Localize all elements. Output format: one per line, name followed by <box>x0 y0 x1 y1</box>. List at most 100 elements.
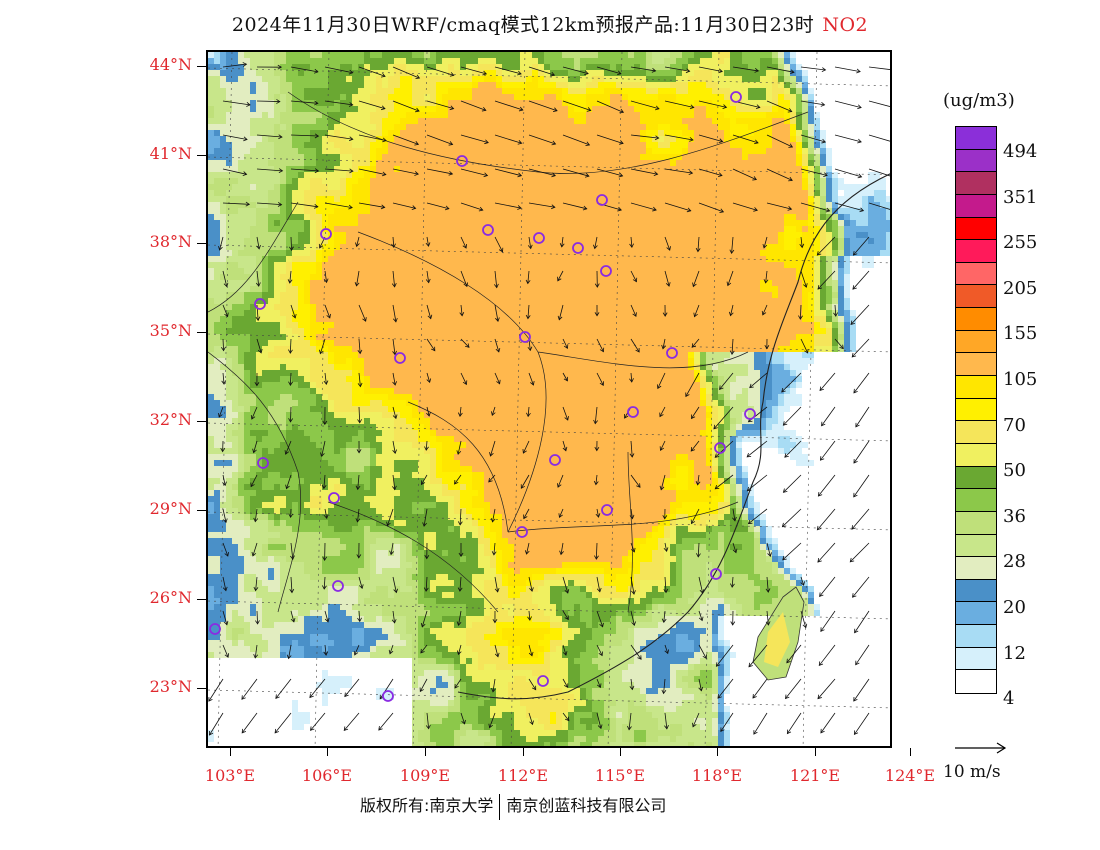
wind-vector <box>494 576 499 592</box>
lon-label: 118°E <box>691 766 743 785</box>
wind-vector <box>342 747 359 748</box>
wind-vector <box>562 576 569 594</box>
wind-vector <box>488 474 496 483</box>
wind-vector <box>690 440 700 452</box>
wind-vector <box>782 542 802 561</box>
wind-vector-head <box>454 479 459 485</box>
wind-vector <box>459 576 462 592</box>
wind-vector <box>715 474 734 490</box>
wind-vector <box>324 644 327 656</box>
wind-vector <box>256 270 260 287</box>
wind-vector-head <box>632 277 638 283</box>
wind-vector-head <box>415 107 420 113</box>
wind-vector-head <box>255 316 261 322</box>
wind-vector <box>817 542 836 563</box>
wind-vector-head <box>319 349 324 355</box>
wind-vector <box>868 202 890 210</box>
wind-vector-head <box>631 590 636 595</box>
wind-vector-head <box>659 485 665 491</box>
wind-vector-head <box>290 617 296 623</box>
wind-vector <box>460 202 483 211</box>
wind-vector <box>697 474 700 485</box>
wind-vector-head <box>278 168 284 174</box>
lat-tick <box>197 688 206 689</box>
wind-vector-head <box>661 689 667 695</box>
wind-vector-head <box>798 315 803 320</box>
wind-vector-head <box>715 662 721 667</box>
wind-vector-head <box>551 172 556 178</box>
wind-vector <box>720 712 734 732</box>
wind-vector <box>819 576 836 597</box>
title-text: 2024年11月30日WRF/cmaq模式12km预报产品:11月30日23时 <box>231 14 815 36</box>
city-marker <box>600 265 612 277</box>
wind-vector-head <box>702 654 707 660</box>
wind-vector-head <box>323 514 329 520</box>
wind-vector <box>286 474 292 489</box>
wind-vector-head <box>425 278 431 284</box>
wind-vector-head <box>527 616 532 621</box>
wind-vector <box>630 678 633 690</box>
wind-vector-head <box>746 452 752 458</box>
wind-vector-head <box>852 593 857 598</box>
wind-vector-head <box>290 555 295 560</box>
wind-vector-head <box>488 723 493 729</box>
wind-vector <box>251 406 258 420</box>
wind-vector-head <box>490 411 496 416</box>
wind-vector-head <box>594 312 600 317</box>
wind-vector-head <box>599 381 604 386</box>
wind-vector-head <box>245 201 251 207</box>
wind-vector <box>392 134 419 145</box>
wind-vector <box>250 474 258 487</box>
wind-vector <box>288 644 292 659</box>
wind-vector <box>800 610 807 628</box>
wind-vector <box>630 576 635 595</box>
wind-vector <box>324 270 327 283</box>
wind-vector-head <box>391 283 397 288</box>
wind-vector-head <box>454 683 459 689</box>
wind-vector-head <box>819 592 824 598</box>
graticule-lon <box>607 52 623 746</box>
wind-vector <box>290 66 318 73</box>
wind-vector <box>528 678 537 690</box>
wind-vector <box>562 406 569 421</box>
wind-vector <box>664 542 668 552</box>
wind-vector-head <box>255 620 260 625</box>
wind-vector <box>222 63 247 68</box>
wind-vector <box>494 66 522 75</box>
wind-vector-head <box>222 586 228 592</box>
wind-vector <box>241 678 258 700</box>
wind-vector <box>557 270 564 281</box>
wind-vector <box>800 134 826 143</box>
wind-vector <box>849 542 870 563</box>
wind-vector-head <box>753 207 758 212</box>
colorbar-cell <box>956 127 996 150</box>
wind-vector-head <box>782 555 787 561</box>
wind-vector-head <box>414 171 419 176</box>
wind-vector-head <box>821 421 826 427</box>
wind-vector-head <box>820 728 825 734</box>
wind-vector-head <box>719 208 725 214</box>
wind-vector-head <box>444 205 450 211</box>
wind-vector-head <box>629 378 634 383</box>
wind-vector <box>290 168 319 172</box>
wind-vector <box>494 304 499 322</box>
wind-vector-head <box>654 135 660 141</box>
wind-vector <box>594 406 598 424</box>
wind-vector-head <box>596 683 602 689</box>
wind-vector <box>664 134 694 141</box>
wind-vector-head <box>584 70 589 76</box>
wind-vector-head <box>850 320 855 326</box>
wind-vector-head <box>688 170 694 176</box>
wind-vector-head <box>617 206 622 212</box>
wind-vector-head <box>785 694 790 700</box>
wind-vector <box>594 236 598 249</box>
wind-vector <box>817 678 836 699</box>
graticule-lon <box>802 52 818 746</box>
wind-vector <box>762 304 768 316</box>
wind-vector-head <box>689 104 695 110</box>
wind-vector-head <box>357 349 363 355</box>
wind-vector-head <box>788 143 794 148</box>
wind-vector-head <box>517 205 522 210</box>
wind-vector-head <box>382 137 387 143</box>
wind-vector <box>489 712 496 728</box>
